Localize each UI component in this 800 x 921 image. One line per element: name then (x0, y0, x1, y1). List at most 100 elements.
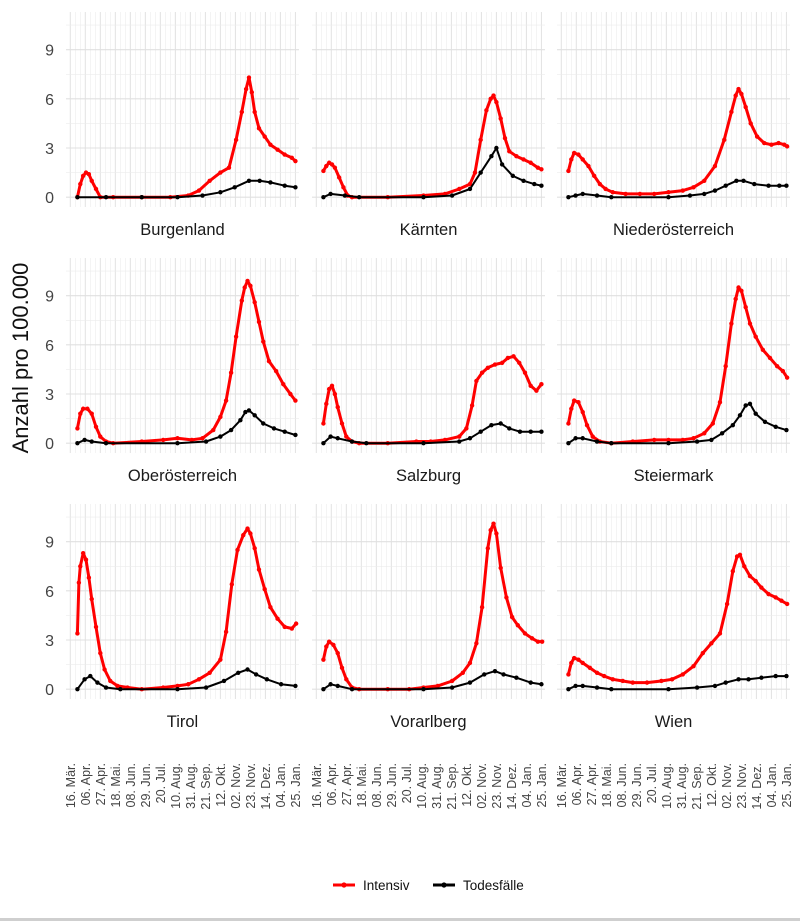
y-tick-label: 6 (45, 338, 54, 355)
x-tick-label: 31. Aug. (675, 763, 689, 809)
data-point (569, 157, 574, 162)
data-point (521, 157, 526, 162)
y-axis-label: Anzahl pro 100.000 (8, 263, 33, 454)
data-point (594, 670, 600, 675)
data-point (784, 183, 789, 188)
data-point (233, 137, 239, 143)
x-tick-label: 23. Nov. (244, 763, 258, 809)
data-point (207, 670, 212, 675)
data-point (228, 370, 234, 375)
data-point (736, 285, 741, 290)
data-point (666, 190, 671, 195)
data-point (221, 678, 227, 684)
data-point (609, 686, 614, 692)
data-point (293, 398, 298, 403)
data-point (498, 116, 503, 121)
data-point (89, 439, 94, 444)
data-point (478, 170, 483, 175)
data-point (139, 194, 144, 200)
x-tick-label: 25. Jan. (780, 763, 794, 807)
data-point (759, 675, 764, 680)
data-point (691, 436, 696, 441)
data-point (243, 409, 248, 415)
y-tick-label: 0 (45, 682, 54, 699)
data-point (712, 163, 718, 169)
data-point (339, 421, 345, 426)
panel-title: Tirol (167, 713, 198, 731)
data-point (514, 675, 519, 680)
data-point (773, 595, 778, 600)
data-point (566, 686, 571, 692)
data-point (766, 183, 771, 188)
data-point (743, 304, 748, 310)
data-point (218, 434, 223, 439)
data-point (747, 401, 753, 407)
y-tick-label: 9 (45, 43, 54, 60)
data-point (709, 641, 714, 646)
data-point (580, 683, 585, 689)
data-point (710, 421, 716, 426)
data-point (489, 154, 494, 159)
data-point (517, 360, 522, 366)
data-point (118, 686, 123, 692)
data-point (724, 601, 730, 607)
data-point (479, 605, 485, 610)
data-point (482, 672, 487, 677)
data-point (236, 670, 241, 675)
data-point (264, 677, 270, 682)
data-point (492, 668, 498, 674)
data-point (256, 126, 262, 131)
x-tick-label: 12. Okt. (214, 763, 228, 807)
data-point (580, 191, 585, 197)
x-tick-label: 29. Jun. (630, 763, 644, 807)
data-point (743, 104, 748, 110)
data-point (85, 406, 90, 411)
data-point (776, 140, 781, 146)
data-point (566, 168, 571, 174)
data-point (784, 601, 790, 607)
x-tick-label: 08. Jun. (615, 763, 629, 807)
x-tick-label: 20. Jul. (400, 763, 414, 803)
data-point (249, 90, 255, 95)
data-point (449, 678, 455, 684)
data-point (293, 158, 298, 164)
data-point (321, 686, 326, 692)
data-point (252, 413, 257, 418)
data-point (584, 422, 590, 428)
data-point (680, 188, 685, 193)
data-point (762, 140, 767, 146)
data-point (80, 550, 86, 556)
data-point (747, 321, 753, 326)
data-point (729, 321, 734, 326)
data-point (479, 370, 485, 375)
data-point (747, 573, 753, 579)
data-point (421, 686, 426, 692)
data-point (248, 283, 253, 289)
data-point (86, 172, 92, 177)
data-point (98, 650, 103, 656)
data-point (539, 167, 544, 172)
x-tick-label: 21. Sep. (445, 763, 459, 810)
data-point (478, 137, 483, 143)
x-tick-label: 23. Nov. (735, 763, 749, 809)
x-tick-label: 14. Dez. (259, 763, 273, 810)
data-point (509, 614, 515, 620)
data-point (680, 672, 685, 677)
data-point (78, 411, 83, 416)
series-line-todesfaelle (567, 179, 788, 199)
data-point (603, 186, 608, 192)
data-point (680, 437, 685, 443)
data-point (223, 629, 229, 635)
x-tick-label: 08. Jun. (124, 763, 138, 807)
data-point (507, 149, 512, 154)
data-point (573, 683, 578, 689)
data-point (228, 427, 234, 433)
data-point (571, 655, 577, 661)
data-point (78, 564, 83, 569)
data-point (576, 152, 581, 157)
data-point (702, 431, 707, 436)
data-point (666, 686, 671, 692)
data-point (261, 421, 266, 426)
data-point (98, 434, 103, 439)
data-point (780, 368, 786, 374)
